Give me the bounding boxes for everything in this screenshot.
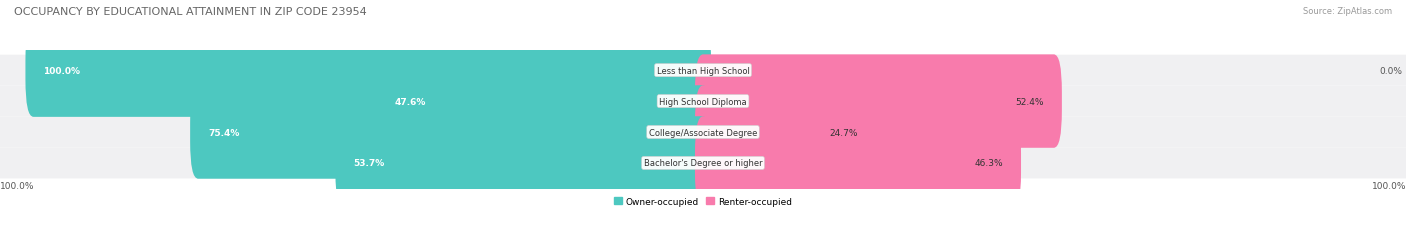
FancyBboxPatch shape <box>0 55 1406 86</box>
Text: Source: ZipAtlas.com: Source: ZipAtlas.com <box>1303 7 1392 16</box>
Text: 100.0%: 100.0% <box>44 66 80 75</box>
FancyBboxPatch shape <box>336 117 711 210</box>
Text: 0.0%: 0.0% <box>1379 66 1403 75</box>
Text: 75.4%: 75.4% <box>208 128 239 137</box>
FancyBboxPatch shape <box>0 148 1406 179</box>
Text: 52.4%: 52.4% <box>1015 97 1043 106</box>
Text: 46.3%: 46.3% <box>974 159 1002 168</box>
FancyBboxPatch shape <box>695 117 1021 210</box>
Text: 24.7%: 24.7% <box>830 128 858 137</box>
Text: 100.0%: 100.0% <box>1371 181 1406 190</box>
Text: 100.0%: 100.0% <box>0 181 35 190</box>
Text: Bachelor's Degree or higher: Bachelor's Degree or higher <box>644 159 762 168</box>
Legend: Owner-occupied, Renter-occupied: Owner-occupied, Renter-occupied <box>614 197 792 206</box>
FancyBboxPatch shape <box>0 117 1406 148</box>
Text: OCCUPANCY BY EDUCATIONAL ATTAINMENT IN ZIP CODE 23954: OCCUPANCY BY EDUCATIONAL ATTAINMENT IN Z… <box>14 7 367 17</box>
FancyBboxPatch shape <box>0 86 1406 117</box>
Text: College/Associate Degree: College/Associate Degree <box>648 128 758 137</box>
FancyBboxPatch shape <box>695 55 1062 148</box>
Text: High School Diploma: High School Diploma <box>659 97 747 106</box>
Text: Less than High School: Less than High School <box>657 66 749 75</box>
FancyBboxPatch shape <box>25 24 711 117</box>
FancyBboxPatch shape <box>377 55 711 148</box>
FancyBboxPatch shape <box>695 86 876 179</box>
FancyBboxPatch shape <box>190 86 711 179</box>
Text: 53.7%: 53.7% <box>353 159 385 168</box>
Text: 47.6%: 47.6% <box>394 97 426 106</box>
